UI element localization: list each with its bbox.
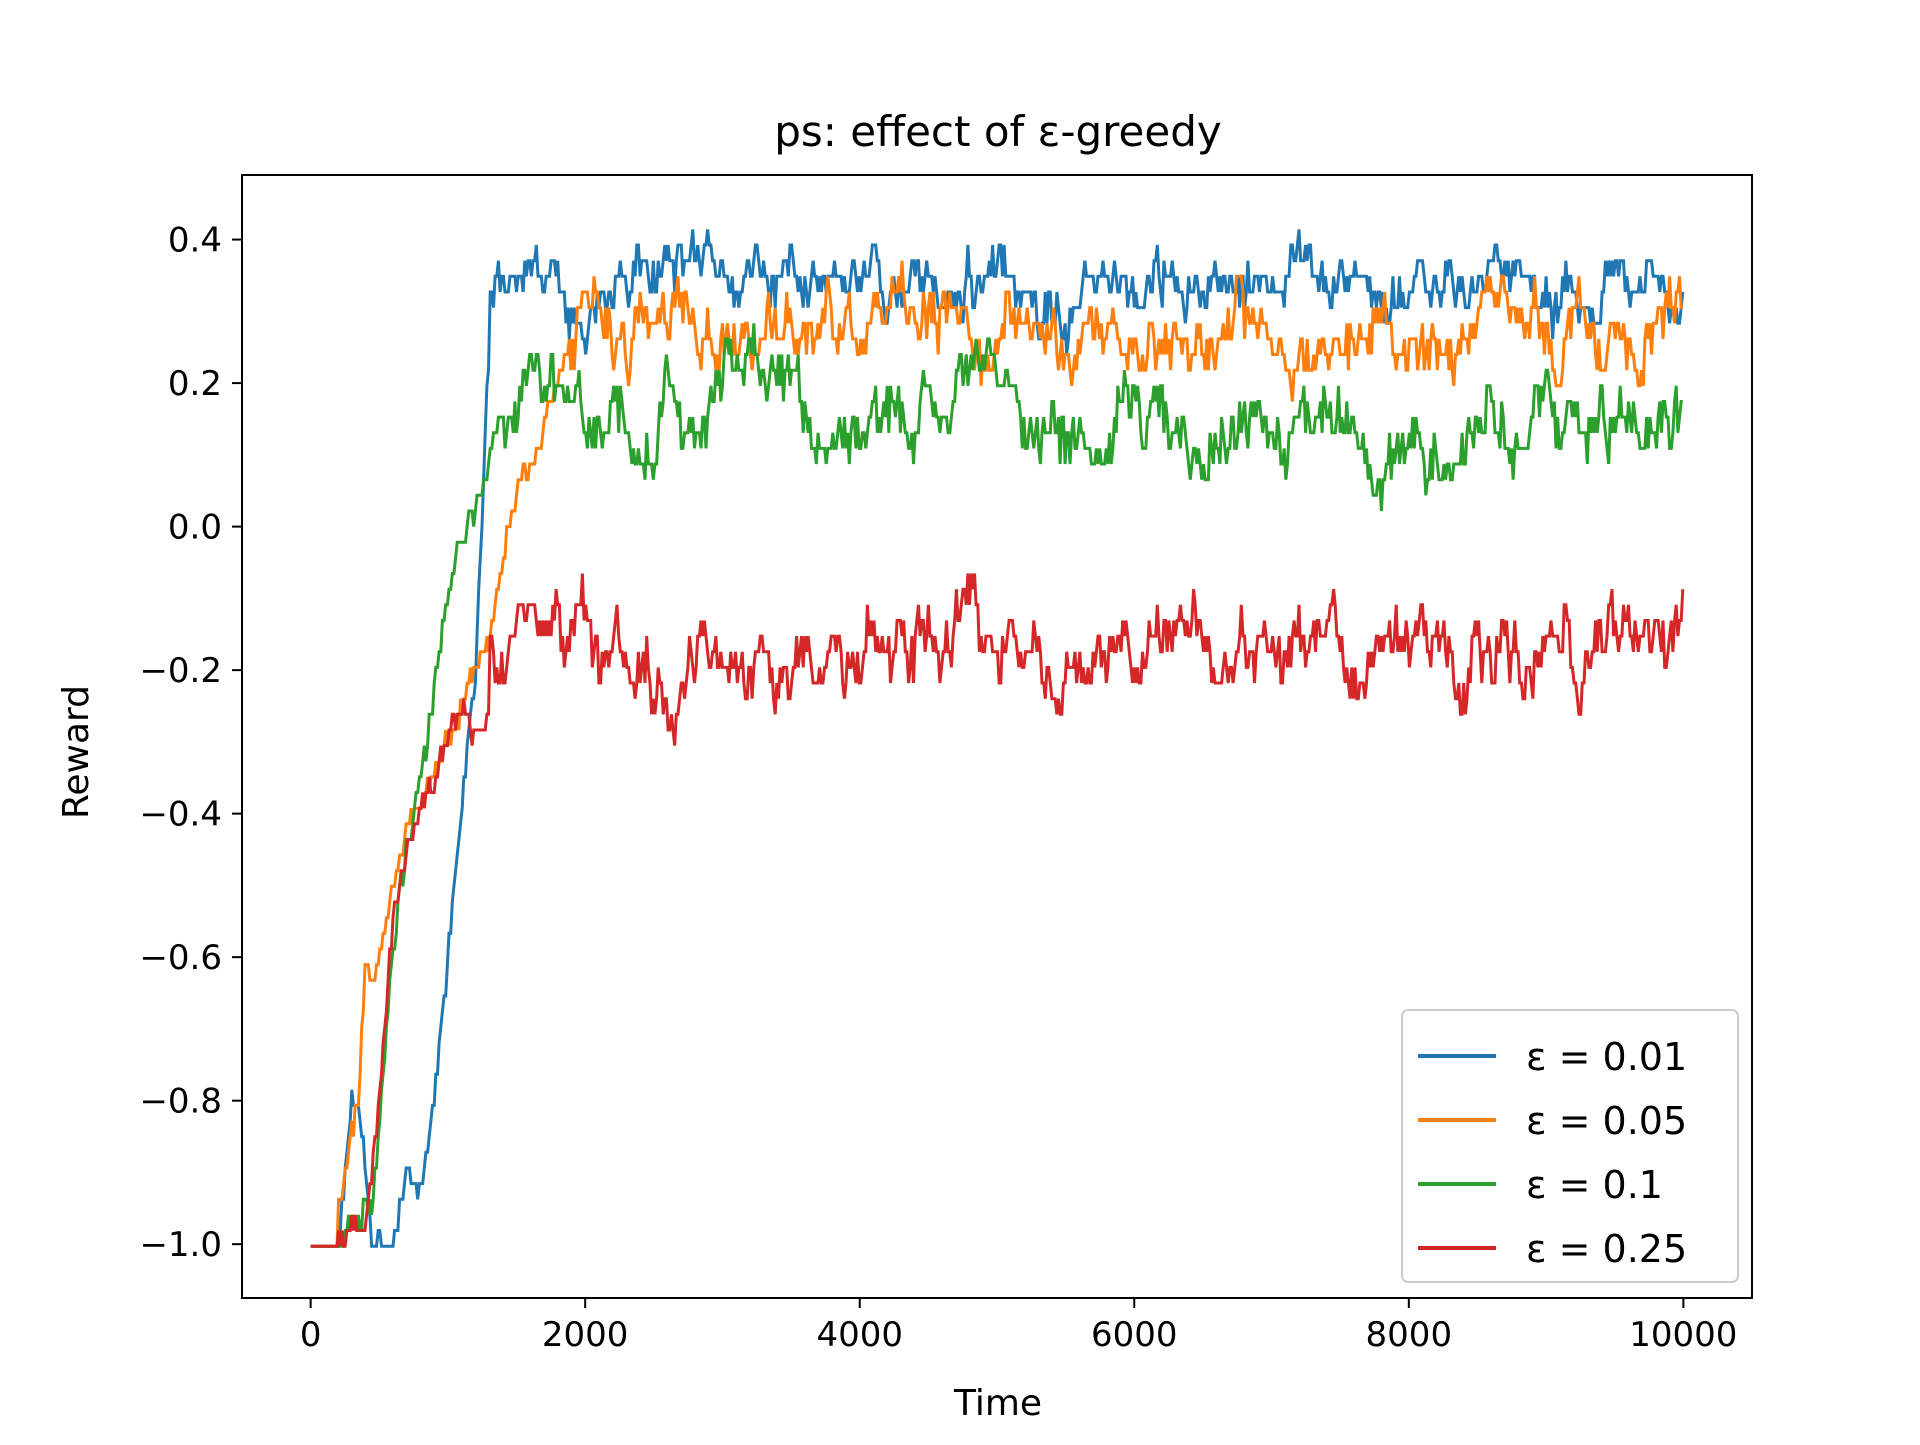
series-line-4 [310,573,1685,1248]
series-line-3 [310,323,1683,1248]
series-line-1 [310,229,1685,1248]
y-tick-label: −0.4 [139,795,222,835]
y-tick-label: 0.2 [168,364,222,404]
x-tick-label: 0 [300,1315,322,1355]
x-axis-label: Time [953,1383,1042,1424]
x-tick-label: 4000 [816,1315,903,1355]
y-tick-label: −0.6 [139,938,222,978]
y-tick-label: 0.4 [168,221,222,261]
legend-label: ε = 0.01 [1526,1035,1687,1079]
legend-label: ε = 0.25 [1526,1227,1687,1271]
y-tick-label: −0.2 [139,651,222,691]
x-tick-label: 6000 [1091,1315,1178,1355]
y-tick-label: −0.8 [139,1082,222,1122]
legend: ε = 0.01 ε = 0.05 ε = 0.1 ε = 0.25 [1401,1009,1739,1283]
x-tick-label: 2000 [542,1315,629,1355]
series-layer [310,229,1685,1248]
y-tick-label: −1.0 [139,1225,222,1265]
legend-box [1401,1009,1739,1283]
x-tick-label: 8000 [1366,1315,1453,1355]
x-tick-label: 10000 [1629,1315,1737,1355]
legend-label: ε = 0.1 [1526,1163,1663,1207]
chart-title: ps: effect of ε-greedy [774,107,1221,156]
y-ticks: −1.0 −0.8 −0.6 −0.4 −0.2 0.0 0.2 0.4 [139,221,242,1265]
plot-frame [241,174,1753,1299]
series-line-2 [310,260,1683,1248]
legend-label: ε = 0.05 [1526,1099,1687,1143]
x-ticks: 0 2000 4000 6000 8000 10000 [300,1298,1737,1355]
y-axis-label: Reward [56,685,97,819]
y-tick-label: 0.0 [168,508,222,548]
